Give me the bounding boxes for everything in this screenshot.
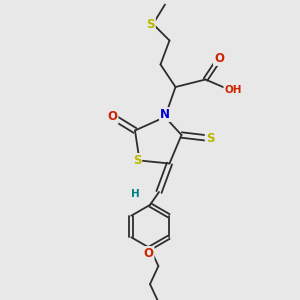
Text: N: N [160, 108, 170, 121]
Text: O: O [143, 247, 154, 260]
Text: O: O [107, 110, 118, 124]
Text: S: S [206, 131, 214, 145]
Text: O: O [214, 52, 224, 65]
Text: S: S [133, 154, 141, 167]
Text: S: S [146, 17, 155, 31]
Text: OH: OH [224, 85, 242, 95]
Text: H: H [130, 189, 140, 199]
